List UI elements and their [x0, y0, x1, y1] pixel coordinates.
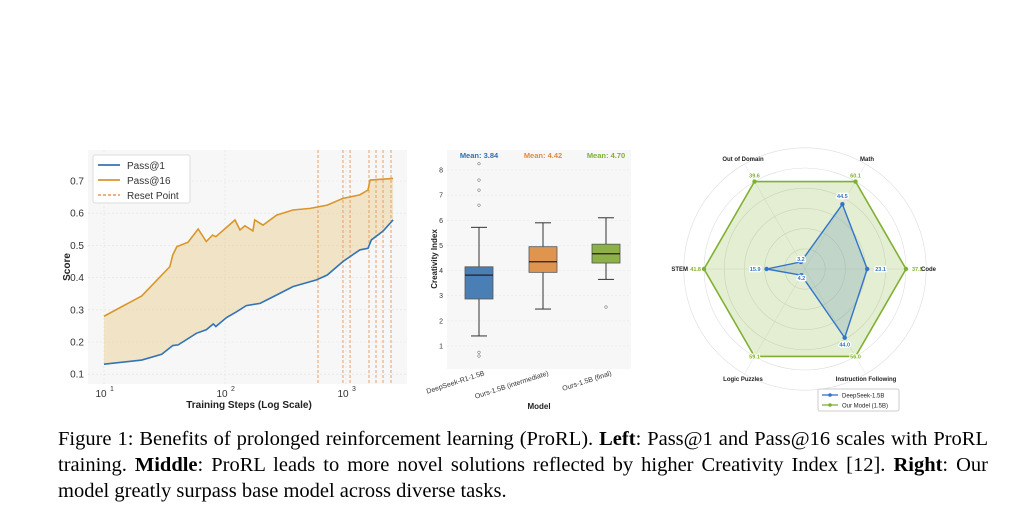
legend-label-reset: Reset Point: [127, 191, 179, 202]
y-tick-label: 3: [439, 293, 443, 300]
y-tick-label: 7: [439, 193, 443, 200]
x-tick-label: 10: [337, 389, 349, 400]
value-label-our-model: 59.1: [749, 354, 760, 360]
figure-caption: Figure 1: Benefits of prolonged reinforc…: [58, 426, 988, 504]
value-label-deepseek: 3.2: [797, 257, 805, 263]
legend-label-deepseek: DeepSeek-1.5B: [842, 394, 884, 400]
caption-left-text: : Pass@1 and Pass@16 scales with ProRL t…: [58, 428, 989, 476]
mean-label: Mean: 4.42: [524, 151, 562, 160]
y-tick-label: 0.5: [70, 241, 84, 252]
value-label-deepseek: 15.9: [750, 267, 761, 273]
series-line-pass16: [103, 177, 394, 317]
data-point-our-model: [853, 179, 858, 184]
value-label-our-model: 39.6: [749, 174, 760, 180]
y-tick-label: 1: [439, 344, 443, 351]
x-tick-exponent: 1: [110, 386, 114, 393]
legend: Pass@1 Pass@16 Reset Point: [92, 154, 191, 204]
data-point-our-model: [701, 266, 707, 272]
data-point-deepseek: [842, 335, 847, 340]
data-point-our-model: [752, 354, 757, 359]
x-tick-label: 10: [95, 389, 107, 400]
legend: DeepSeek-1.5B Our Model (1.5B): [817, 388, 900, 412]
value-label-our-model: 56.0: [850, 354, 861, 360]
x-tick-label: Ours-1.5B (intermediate): [474, 370, 549, 400]
outlier-point: [477, 178, 481, 182]
legend-label-pass1: Pass@1: [127, 161, 165, 172]
legend-label-pass16: Pass@16: [127, 176, 171, 187]
caption-left-label: Left: [599, 428, 636, 450]
value-label-deepseek: 4.2: [798, 276, 806, 282]
task-radar-chart: 60.1 44.5 37.5 23.1 56.044.0 59.1 4.2 41.8 15.9 3…: [671, 147, 937, 412]
axis-label-instruction-following: Instruction Following: [836, 377, 897, 383]
caption-middle-label: Middle: [134, 454, 198, 476]
mean-label: Mean: 3.84: [460, 151, 499, 160]
y-tick-label: 2: [439, 318, 443, 325]
area-between-series: [104, 178, 394, 365]
y-tick-label: 6: [439, 218, 443, 225]
y-tick-label: 4: [439, 268, 443, 275]
caption-right-label: Right: [893, 454, 943, 476]
value-label-our-model: 60.1: [850, 174, 861, 180]
value-label-our-model: 37.5: [912, 267, 923, 273]
y-tick-label: 0.6: [70, 209, 84, 220]
legend-marker-our-model: [828, 403, 832, 407]
caption-right-text: : Our model greatly surpass base model a…: [58, 454, 988, 502]
y-tick-label: 8: [439, 168, 443, 175]
figure-label: Figure 1:: [58, 428, 134, 450]
y-tick-label: 5: [439, 243, 443, 250]
data-point-deepseek: [799, 273, 804, 278]
box: [464, 266, 494, 300]
y-tick-label: 0.3: [70, 305, 84, 316]
axis-label-stem: STEM: [671, 267, 688, 273]
outlier-point: [477, 354, 481, 358]
mean-label: Mean: 4.70: [587, 151, 625, 160]
outlier-point: [477, 203, 481, 207]
y-tick-label: 0.4: [70, 273, 84, 284]
y-axis-label: Score: [62, 253, 73, 281]
axis-label-math: Math: [860, 157, 874, 163]
value-label-deepseek: 44.0: [839, 343, 850, 349]
x-tick-exponent: 2: [231, 386, 235, 393]
box: [528, 246, 558, 273]
x-tick-label: 10: [216, 389, 228, 400]
data-point-deepseek: [798, 259, 804, 265]
outlier-point: [477, 350, 481, 354]
outlier-point: [477, 162, 481, 166]
legend-label-our-model: Our Model (1.5B): [842, 404, 888, 410]
x-tick-label: DeepSeek-R1-1.5B: [426, 370, 486, 396]
y-tick-label: 0.1: [70, 370, 84, 381]
axis-label-logic-puzzles: Logic Puzzles: [723, 377, 763, 383]
x-axis-label: Training Steps (Log Scale): [186, 400, 312, 411]
series-line-pass1: [103, 219, 394, 366]
data-point-our-model: [752, 179, 757, 184]
value-label-our-model: 41.8: [690, 267, 701, 273]
legend-marker-deepseek: [828, 393, 832, 397]
value-label-deepseek: 23.1: [875, 267, 886, 273]
caption-middle-text: : ProRL leads to more novel solutions re…: [197, 454, 894, 476]
outlier-point: [477, 188, 481, 192]
data-point-deepseek: [840, 202, 845, 207]
data-point-deepseek: [764, 266, 769, 272]
axis-label-code: Code: [921, 267, 937, 273]
x-tick-exponent: 3: [352, 386, 356, 393]
x-tick-label: Ours-1.5B (final): [562, 370, 613, 393]
outlier-point: [604, 305, 608, 309]
x-axis-label: Model: [527, 402, 550, 411]
y-axis-label: Creativity Index: [430, 229, 439, 289]
y-tick-label: 0.2: [70, 338, 84, 349]
caption-intro: Benefits of prolonged reinforcement lear…: [133, 428, 600, 450]
y-tick-label: 0.7: [70, 177, 84, 188]
data-point-our-model: [853, 354, 858, 359]
pass-at-k-chart: 0.10.20.30.40.50.60.7 10 1 10 2 10 3 Score Tr…: [62, 150, 407, 411]
data-point-deepseek: [865, 266, 870, 272]
axis-label-out-of-domain: Out of Domain: [722, 157, 764, 163]
data-point-our-model: [903, 266, 909, 272]
value-label-deepseek: 44.5: [837, 194, 848, 200]
